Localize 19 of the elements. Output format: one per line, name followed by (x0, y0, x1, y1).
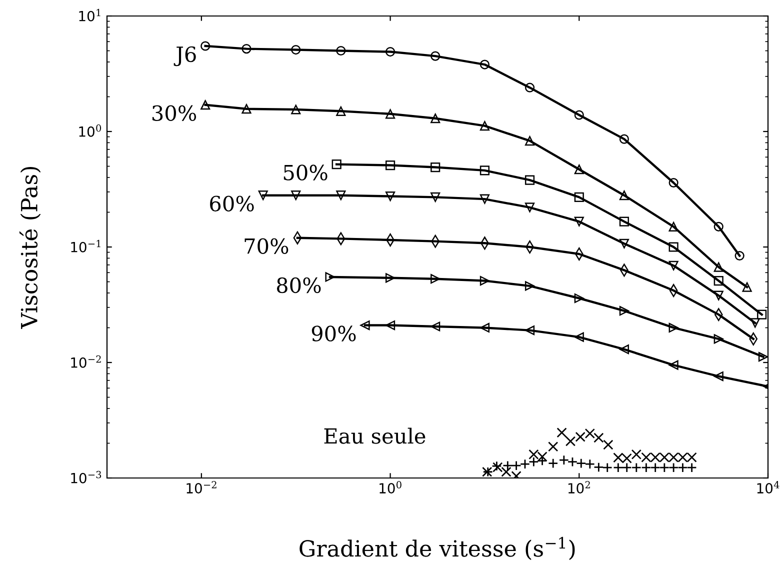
y-tick-label: 10$^{−3}$ (71, 470, 102, 484)
y-tick-label: 10$^{1}$ (79, 8, 100, 22)
x-tick-label: 10$^{4}$ (757, 481, 780, 494)
series-label: J6 (174, 46, 196, 66)
series-label: 60% (210, 196, 254, 212)
y-tick-label: 10$^{−1}$ (71, 240, 100, 252)
y-tick-label: 10$^{0}$ (79, 124, 102, 137)
series-label: 30% (152, 105, 196, 122)
series-label: 80% (276, 277, 321, 294)
annotation: Eau seule (324, 428, 426, 444)
series-label: 90% (312, 326, 356, 342)
y-axis-title: Viscosité (Pas) (19, 166, 41, 330)
series-label: 50% (284, 164, 328, 180)
series-label: 70% (244, 238, 288, 254)
x-tick-label: 10$^{2}$ (568, 481, 590, 494)
x-tick-label: 10$^{−2}$ (186, 481, 216, 494)
x-tick-label: 10$^{0}$ (380, 481, 402, 494)
y-tick-label: 10$^{−2}$ (71, 355, 101, 368)
x-axis-title: Gradient de vitesse (s$^{−1}$) (300, 536, 575, 560)
